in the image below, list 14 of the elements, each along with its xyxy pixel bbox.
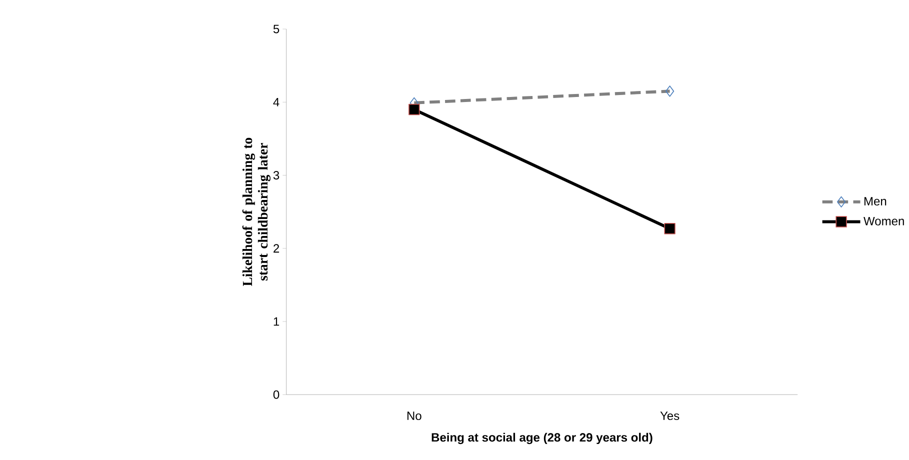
x-axis-title: Being at social age (28 or 29 years old): [432, 432, 652, 444]
legend-label: Women: [864, 216, 904, 226]
y-tick-label: 2: [274, 244, 280, 252]
y-tick-label: 5: [273, 24, 280, 34]
y-tick-label: 3: [273, 170, 280, 180]
x-tick-label: No: [407, 411, 422, 420]
y-tick-label: 0: [273, 390, 280, 399]
point: [408, 104, 420, 115]
y-axis-title: Likelihoof of planning to start childbearing later: [242, 138, 270, 286]
point: [664, 222, 676, 234]
x-tick-label: Yes: [660, 411, 680, 420]
y-tick-label: 4: [273, 98, 280, 106]
y-tick-label: 1: [274, 317, 280, 326]
legend-label: Men: [864, 196, 886, 206]
